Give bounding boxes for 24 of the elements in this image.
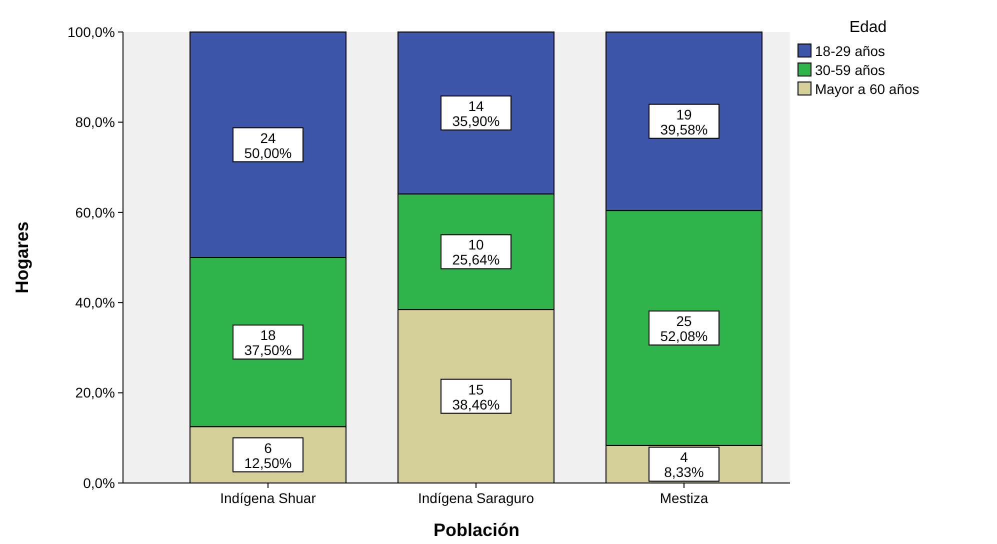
legend-label: 18-29 años bbox=[815, 42, 886, 59]
y-tick-label: 40,0% bbox=[75, 294, 115, 310]
data-label: 25 52,08% bbox=[660, 312, 708, 344]
data-label: 14 35,90% bbox=[452, 98, 500, 129]
x-axis-title: Población bbox=[433, 520, 520, 540]
data-label: 4 8,33% bbox=[664, 449, 704, 480]
y-axis-title: Hogares bbox=[12, 221, 32, 294]
y-tick-label: 20,0% bbox=[75, 384, 115, 401]
y-tick-label: 100,0% bbox=[68, 24, 115, 40]
data-label: 15 38,46% bbox=[452, 381, 500, 412]
data-label: 6 12,50% bbox=[244, 440, 292, 471]
data-label: 18 37,50% bbox=[244, 327, 292, 358]
data-label: 19 39,58% bbox=[660, 106, 708, 138]
data-label: 10 25,64% bbox=[452, 236, 500, 268]
data-label: 24 50,00% bbox=[244, 130, 292, 161]
y-tick-label: 80,0% bbox=[75, 114, 115, 130]
y-tick-label: 0,0% bbox=[83, 474, 115, 491]
x-tick-label: Indígena Shuar bbox=[220, 490, 316, 506]
x-tick-label: Indígena Saraguro bbox=[418, 490, 534, 506]
legend-title: Edad bbox=[849, 19, 887, 36]
legend-label: Mayor a 60 años bbox=[815, 80, 920, 97]
y-tick-label: 60,0% bbox=[75, 204, 115, 220]
x-tick-label: Mestiza bbox=[660, 490, 708, 506]
legend-label: 30-59 años bbox=[815, 62, 886, 78]
